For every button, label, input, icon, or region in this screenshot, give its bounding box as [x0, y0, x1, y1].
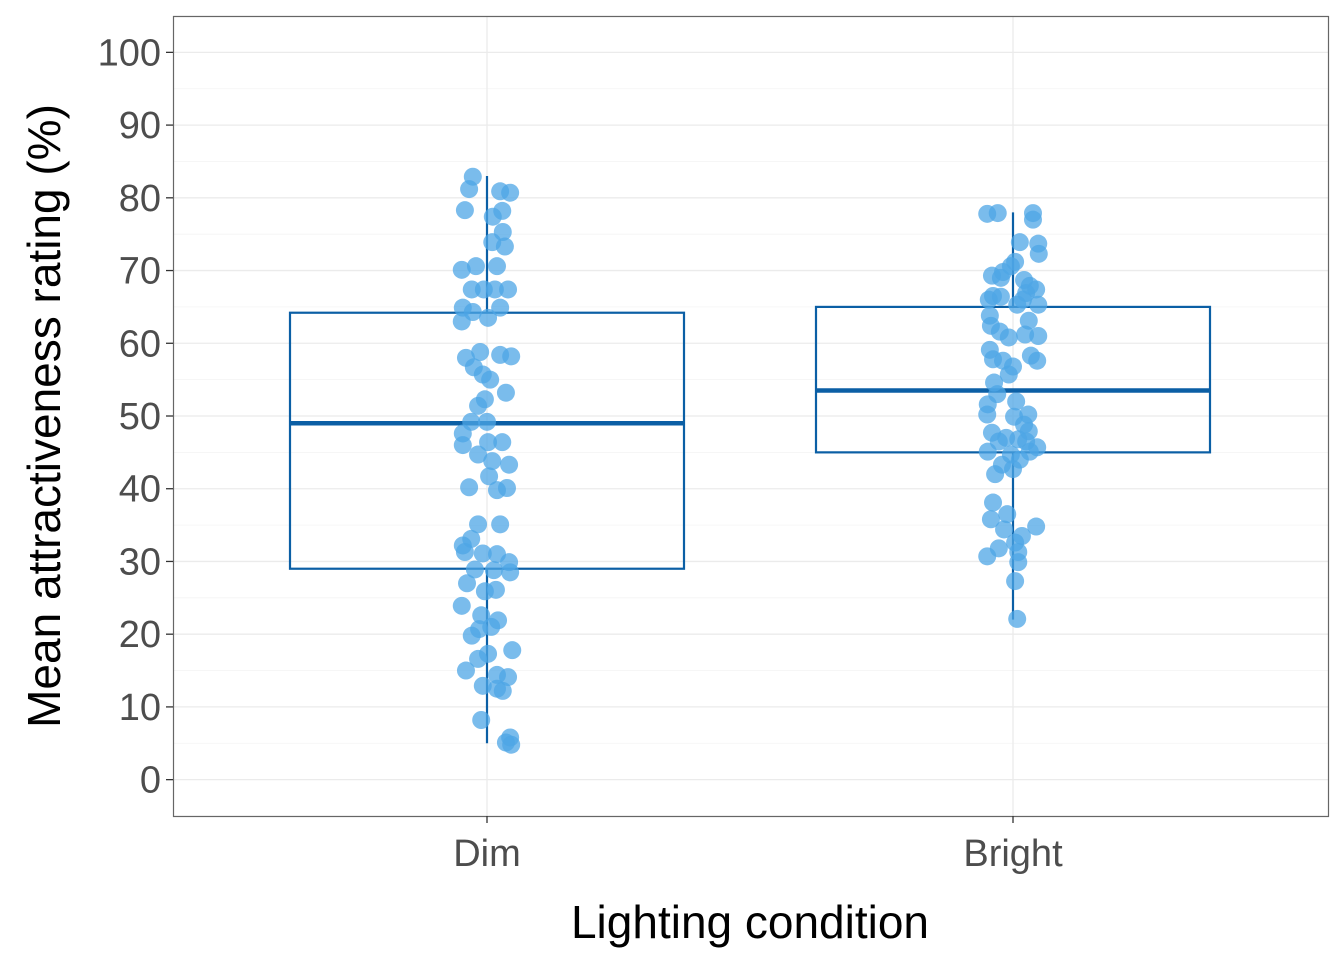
data-point-dim [456, 661, 475, 680]
data-point-dim [502, 735, 521, 754]
data-point-bright [1023, 210, 1042, 229]
x-tick-label: Bright [963, 833, 1063, 875]
data-point-bright [1009, 553, 1028, 572]
data-point-dim [473, 676, 492, 695]
data-point-dim [486, 580, 505, 599]
data-point-bright [984, 493, 1003, 512]
y-tick-label: 100 [98, 32, 161, 74]
data-point-dim [483, 207, 502, 226]
data-point-dim [501, 183, 520, 202]
data-point-bright [1006, 572, 1025, 591]
data-point-dim [472, 606, 491, 625]
data-point-dim [501, 563, 520, 582]
data-point-dim [484, 561, 503, 580]
data-point-dim [460, 478, 479, 497]
data-point-bright [1028, 351, 1047, 370]
data-point-dim [493, 681, 512, 700]
data-point-dim [491, 515, 510, 534]
y-tick-label: 40 [119, 469, 161, 511]
data-point-bright [1029, 244, 1048, 263]
data-point-bright [1019, 311, 1038, 330]
data-point-dim [455, 543, 474, 561]
y-tick-label: 60 [119, 323, 161, 365]
grid-lines [173, 15, 1328, 817]
data-point-dim [466, 257, 485, 276]
y-tick-label: 70 [119, 251, 161, 293]
data-point-bright [986, 465, 1005, 484]
data-point-dim [469, 649, 488, 668]
data-point-dim [452, 596, 471, 615]
data-point-bright [991, 268, 1010, 287]
data-point-bright [999, 328, 1018, 347]
data-point-bright [999, 365, 1018, 384]
y-tick-label: 30 [119, 541, 161, 583]
data-point-bright [1010, 233, 1029, 252]
x-axis-ticks: Dim Bright [453, 816, 1063, 875]
data-point-dim [495, 237, 514, 256]
data-point-dim [483, 452, 502, 471]
data-point-dim [458, 574, 477, 593]
y-axis-ticks: 0 10 20 30 40 50 60 70 80 90 100 [98, 32, 173, 802]
data-point-dim [487, 257, 506, 276]
data-point-dim [460, 180, 479, 199]
data-point-dim [452, 260, 471, 279]
data-point-bright [1004, 460, 1022, 479]
data-point-dim [493, 433, 512, 452]
data-point-dim [499, 668, 518, 687]
data-point-dim [478, 412, 496, 431]
data-point-bright [1029, 327, 1048, 345]
y-axis-label: Mean attractiveness rating (%) [18, 104, 70, 728]
data-point-bright [998, 505, 1017, 524]
data-point-bright [1027, 517, 1046, 536]
data-point-bright [978, 405, 997, 424]
data-point-dim [453, 436, 472, 455]
data-point-dim [479, 433, 498, 452]
data-point-dim [452, 312, 471, 331]
y-tick-label: 80 [119, 178, 161, 220]
data-point-bright [978, 547, 997, 566]
data-point-dim [465, 560, 484, 579]
data-point-bright [1007, 392, 1026, 411]
x-tick-label: Dim [453, 833, 521, 875]
data-point-dim [469, 396, 488, 415]
x-axis-label: Lighting condition [571, 896, 929, 948]
boxes [288, 176, 1212, 744]
y-tick-label: 20 [119, 614, 161, 656]
data-point-dim [499, 280, 518, 299]
data-points [452, 167, 1048, 754]
data-point-dim [491, 298, 510, 317]
data-point-dim [472, 711, 491, 729]
data-point-dim [485, 280, 504, 299]
data-point-dim [502, 347, 521, 366]
data-point-dim [497, 479, 516, 497]
data-point-dim [480, 467, 499, 486]
y-tick-label: 90 [119, 105, 161, 147]
data-point-bright [978, 442, 997, 461]
data-point-dim [503, 641, 522, 660]
data-point-bright [1029, 295, 1048, 314]
data-point-bright [995, 520, 1014, 539]
y-tick-label: 0 [140, 760, 161, 802]
data-point-bright [988, 204, 1007, 223]
y-tick-label: 10 [119, 687, 161, 729]
data-point-bright [981, 510, 1000, 529]
data-point-dim [469, 445, 488, 464]
panel-border [172, 15, 1330, 818]
data-point-bright [1008, 609, 1027, 628]
data-point-dim [481, 370, 500, 389]
data-point-dim [469, 515, 488, 534]
data-point-dim [473, 544, 492, 563]
data-point-dim [471, 343, 490, 361]
y-tick-label: 50 [119, 396, 161, 438]
data-point-dim [455, 201, 474, 220]
data-point-bright [1008, 295, 1027, 314]
data-point-bright [1016, 325, 1035, 344]
data-point-dim [496, 383, 515, 402]
data-point-bright [991, 287, 1010, 306]
data-point-dim [462, 626, 481, 645]
data-point-dim [500, 455, 519, 474]
data-point-dim [479, 308, 498, 327]
